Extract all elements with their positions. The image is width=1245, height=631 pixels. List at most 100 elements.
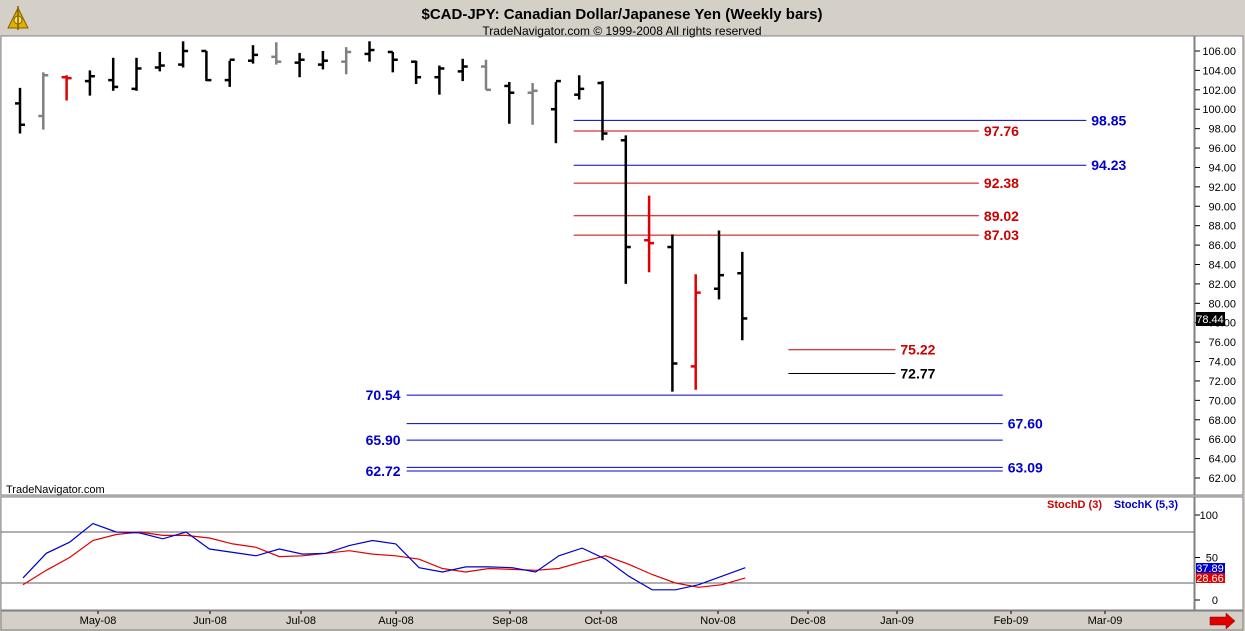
level-label: 89.02 [984, 208, 1019, 224]
ohlc-bar [411, 60, 422, 84]
price-panel [0, 35, 1195, 496]
ohlc-bar [201, 49, 212, 82]
price-tick-label: 76.00 [1208, 337, 1236, 349]
chart-title: $CAD-JPY: Canadian Dollar/Japanese Yen (… [422, 6, 823, 23]
ohlc-bar [574, 75, 585, 100]
ohlc-bar [690, 274, 701, 390]
price-tick-label: 66.00 [1208, 434, 1236, 446]
ohlc-bar [317, 51, 328, 70]
price-tick-label: 70.00 [1208, 395, 1236, 407]
price-tick-label: 68.00 [1208, 415, 1236, 427]
level-label: 62.72 [366, 463, 401, 479]
price-tick-label: 98.00 [1208, 124, 1236, 136]
x-tick-label: Nov-08 [700, 615, 735, 627]
ohlc-bar [597, 81, 608, 141]
ohlc-bar [714, 230, 724, 300]
ohlc-bar [15, 87, 25, 134]
legend-stochd: StochD (3) [1047, 499, 1102, 511]
price-tick-label: 72.00 [1208, 376, 1236, 388]
legend-stochk: StochK (5,3) [1114, 499, 1179, 511]
price-tick-label: 84.00 [1208, 260, 1236, 272]
x-tick-label: Sep-08 [492, 615, 527, 627]
stochd-last-value: 28.66 [1196, 573, 1224, 585]
level-label: 67.60 [1008, 416, 1043, 432]
chart-subtitle: TradeNavigator.com © 1999-2008 All right… [482, 24, 761, 38]
ohlc-bar [154, 51, 165, 72]
price-tick-label: 62.00 [1208, 473, 1236, 485]
price-tick-label: 96.00 [1208, 143, 1236, 155]
ohlc-bar [341, 47, 352, 75]
ohlc-bar [457, 58, 468, 82]
ohlc-bar [61, 75, 72, 101]
ohlc-bar [527, 83, 538, 125]
ohlc-bar [108, 57, 119, 91]
price-tick-label: 86.00 [1208, 240, 1236, 252]
price-tick-label: 80.00 [1208, 298, 1236, 310]
stoch-tick-label: 100 [1200, 510, 1218, 522]
level-lines: 98.85 97.76 94.23 92.38 89.02 87.03 75.22 72.77… [366, 112, 1127, 479]
ohlc-bar [364, 41, 375, 62]
stochd-last-box [1196, 573, 1225, 583]
stoch-lines [22, 522, 746, 591]
x-tick-label: Jul-08 [286, 615, 316, 627]
x-tick-label: May-08 [80, 615, 117, 627]
ohlc-bar [620, 135, 631, 284]
last-price-box [1196, 312, 1225, 326]
ohlc-bar [667, 234, 678, 392]
ohlc-bar [224, 58, 235, 87]
level-label: 63.09 [1008, 459, 1043, 475]
ohlc-bar [131, 57, 142, 91]
ohlc-bar [737, 251, 748, 341]
price-tick-label: 92.00 [1208, 182, 1236, 194]
price-tick-label: 104.00 [1202, 65, 1236, 77]
x-tick-label: Dec-08 [790, 615, 825, 627]
ohlc-bar [271, 42, 282, 65]
price-tick-label: 94.00 [1208, 162, 1236, 174]
level-label: 75.22 [900, 342, 935, 358]
price-axis [1194, 35, 1244, 496]
stoch-grid [1, 531, 1194, 584]
stoch-axis [1194, 496, 1244, 611]
ohlc-bar [481, 59, 491, 92]
price-tick-label: 82.00 [1208, 279, 1236, 291]
time-axis [0, 610, 1244, 631]
ohlc-bar [550, 79, 561, 144]
scroll-right-arrow-icon[interactable] [1207, 612, 1237, 630]
x-tick-label: Oct-08 [584, 615, 617, 627]
ohlc-bar [178, 41, 189, 68]
level-label: 70.54 [366, 387, 401, 403]
level-label: 94.23 [1091, 157, 1126, 173]
stoch-series-line [22, 531, 746, 588]
x-tick-label: Jan-09 [880, 615, 914, 627]
price-tick-label: 106.00 [1202, 46, 1236, 58]
stoch-tick-label: 50 [1206, 553, 1218, 565]
price-tick-label: 90.00 [1208, 201, 1236, 213]
level-label: 92.38 [984, 175, 1019, 191]
price-tick-labels: 62.00 64.00 66.00 68.00 70.00 72.00 74.00 76.00… [1202, 46, 1236, 485]
last-price-label: 78.44 [1196, 314, 1224, 326]
stoch-panel [0, 496, 1195, 611]
ohlc-bar [644, 195, 655, 273]
ohlc-bar [84, 70, 95, 96]
ohlc-bar [38, 72, 49, 130]
level-label: 72.77 [900, 365, 935, 381]
stoch-tick-labels: 0 50 100 [1195, 510, 1218, 607]
ohlc-bars [15, 41, 748, 392]
x-tick-label: Jun-08 [193, 615, 227, 627]
ohlc-bar [387, 50, 398, 73]
stoch-series-line [22, 522, 746, 591]
x-tick-label: Aug-08 [378, 615, 413, 627]
x-tick-label: Mar-09 [1088, 615, 1123, 627]
price-tick-label: 100.00 [1202, 104, 1236, 116]
price-tick-label: 64.00 [1208, 454, 1236, 466]
ohlc-bar [294, 52, 305, 78]
stochk-last-box [1196, 563, 1225, 573]
x-tick-label: Feb-09 [994, 615, 1029, 627]
price-tick-label: 74.00 [1208, 357, 1236, 369]
stochk-last-value: 37.89 [1196, 563, 1224, 575]
ohlc-bar [504, 82, 515, 124]
level-label: 97.76 [984, 123, 1019, 139]
ohlc-bar [248, 45, 258, 64]
level-label: 87.03 [984, 227, 1019, 243]
